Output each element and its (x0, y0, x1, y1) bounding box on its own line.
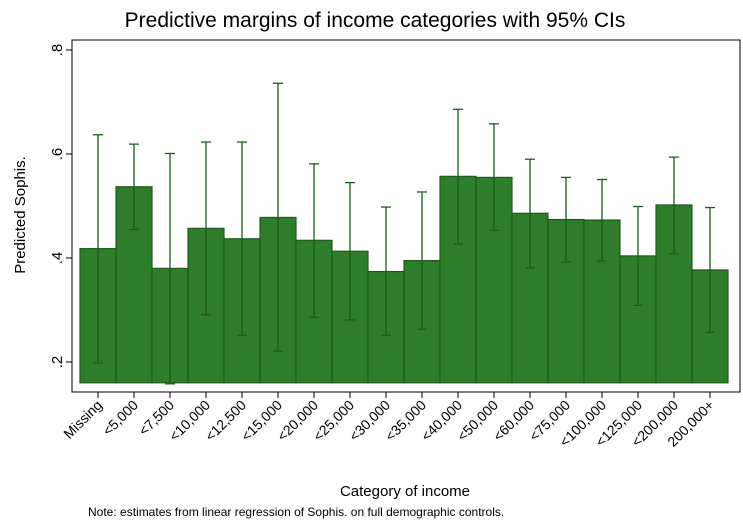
y-tick-label: .4 (49, 252, 66, 265)
plot-area: .2.4.6.8Missing<5,000<7,500<10,000<12,50… (49, 39, 741, 450)
chart-note: Note: estimates from linear regression o… (88, 505, 505, 519)
chart-title: Predictive margins of income categories … (125, 9, 626, 32)
x-tick-label: <5,000 (99, 397, 141, 439)
y-tick-label: .6 (49, 148, 66, 161)
y-tick-label: .2 (49, 356, 66, 369)
y-axis-label: Predicted Sophis. (12, 156, 29, 274)
plot-frame (71, 39, 741, 393)
y-tick-label: .8 (49, 44, 66, 57)
x-tick-label: Missing (60, 397, 105, 442)
x-axis-label: Category of income (340, 483, 470, 500)
